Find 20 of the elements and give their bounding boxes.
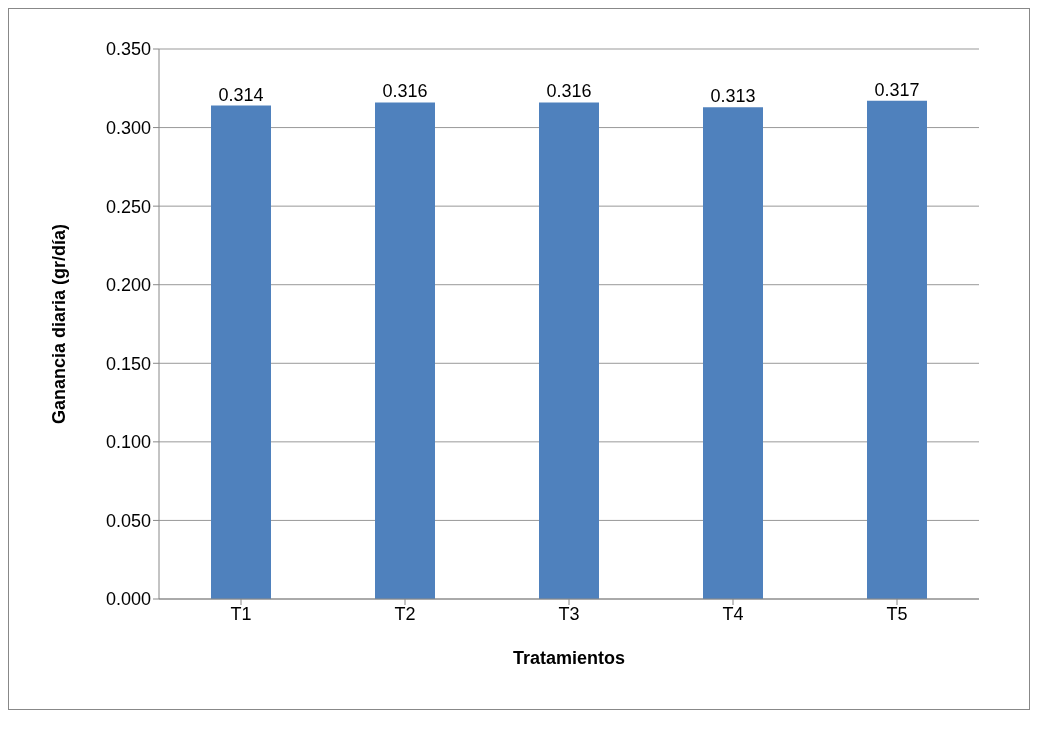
- x-tick-label: T4: [722, 603, 744, 624]
- x-tick-label: T3: [558, 603, 580, 624]
- y-tick-label: 0.250: [105, 196, 151, 217]
- x-axis-title: Tratamientos: [512, 648, 626, 668]
- y-tick-label: 0.100: [105, 432, 151, 453]
- data-label: 0.314: [218, 84, 264, 105]
- data-label: 0.316: [382, 81, 428, 102]
- data-label: 0.313: [710, 86, 756, 107]
- data-label: 0.316: [546, 81, 592, 102]
- x-tick-label: T1: [230, 603, 252, 624]
- x-tick-label: T5: [886, 603, 908, 624]
- y-axis-title: Ganancia diaria (gr/día): [49, 223, 70, 425]
- y-tick-label: 0.300: [105, 117, 151, 138]
- y-tick-label: 0.050: [105, 510, 151, 531]
- data-label: 0.317: [874, 79, 920, 100]
- y-tick-label: 0.200: [105, 275, 151, 296]
- y-tick-label: 0.000: [105, 589, 151, 610]
- y-tick-label: 0.350: [105, 39, 151, 60]
- x-tick-label: T2: [394, 603, 416, 624]
- y-tick-label: 0.150: [105, 353, 151, 374]
